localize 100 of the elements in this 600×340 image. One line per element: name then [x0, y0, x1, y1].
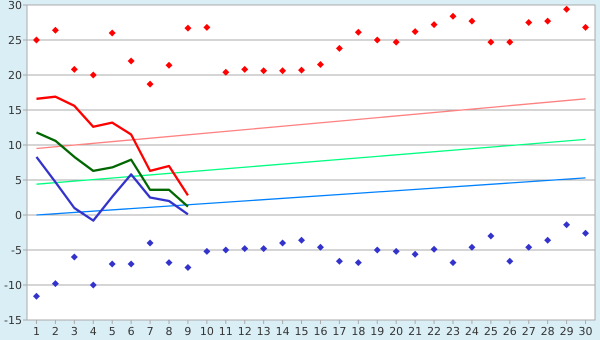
x-tick-label: 14	[276, 325, 290, 338]
y-tick-label: 20	[8, 68, 22, 82]
x-tick-label: 5	[108, 325, 116, 338]
point	[222, 246, 230, 254]
point	[184, 24, 192, 32]
point	[241, 245, 248, 252]
x-tick-label: 9	[184, 325, 192, 338]
point	[90, 282, 97, 288]
point	[203, 24, 210, 31]
point	[392, 248, 400, 255]
x-tick-label: 11	[218, 325, 233, 338]
y-tick-label: 5	[15, 174, 22, 187]
point	[354, 259, 362, 266]
point	[128, 260, 135, 268]
point	[506, 258, 514, 265]
x-tick-label: 25	[484, 325, 498, 338]
point	[582, 24, 590, 31]
point	[487, 38, 494, 46]
line-series	[35, 96, 190, 197]
point	[52, 26, 59, 34]
x-tick-label: 16	[313, 325, 328, 338]
x-tick-label: 1	[32, 325, 40, 338]
point	[468, 244, 476, 251]
point	[260, 67, 268, 74]
x-tick-label: 28	[540, 325, 555, 338]
x-tick-label: 7	[146, 325, 154, 338]
x-tick-label: 23	[446, 325, 460, 338]
point	[354, 28, 362, 36]
x-tick-label: 19	[370, 325, 384, 338]
x-tick-label: 15	[294, 325, 309, 338]
point	[374, 246, 381, 254]
x-tick-label: 27	[522, 325, 536, 338]
x-tick-label: 26	[502, 325, 517, 338]
point	[298, 236, 306, 244]
y-tick-label: 10	[8, 138, 22, 152]
point	[336, 258, 343, 265]
point	[525, 244, 532, 251]
y-tick-label: 15	[8, 104, 22, 117]
point	[203, 248, 210, 255]
point	[108, 30, 116, 36]
x-tick-label: 2	[52, 325, 59, 338]
point	[70, 254, 78, 260]
y-tick-label: 0	[15, 208, 22, 222]
x-tick-label: 18	[351, 325, 366, 338]
point	[544, 18, 552, 25]
point	[260, 245, 268, 252]
point	[279, 67, 286, 74]
point	[32, 36, 40, 44]
x-tick-label: 30	[578, 325, 593, 338]
point	[146, 80, 154, 88]
point	[582, 230, 590, 237]
point	[563, 6, 570, 13]
point	[412, 250, 419, 258]
y-tick-label: 30	[8, 0, 22, 12]
point	[108, 260, 116, 268]
point	[430, 246, 438, 253]
point	[166, 62, 172, 69]
x-tick-label: 29	[560, 325, 574, 338]
point	[316, 61, 324, 68]
point	[563, 221, 570, 228]
point	[374, 36, 381, 44]
point	[184, 264, 192, 271]
y-tick-label: -15	[4, 314, 22, 327]
point	[128, 58, 135, 64]
x-tick-label: 22	[427, 325, 442, 338]
point	[468, 18, 476, 25]
point	[241, 66, 248, 73]
point	[90, 72, 97, 78]
point	[525, 19, 532, 26]
point	[298, 66, 306, 74]
point	[412, 28, 419, 36]
point	[32, 292, 40, 300]
line-series	[35, 131, 190, 208]
x-tick-label: 13	[256, 325, 271, 338]
line-series	[35, 156, 190, 222]
point	[336, 44, 343, 52]
y-tick-label: -10	[4, 278, 22, 292]
x-tick-label: 21	[408, 325, 422, 338]
x-tick-label: 10	[200, 325, 214, 338]
x-tick-label: 8	[166, 325, 172, 338]
x-tick-label: 6	[128, 325, 135, 338]
point	[544, 236, 552, 244]
x-tick-label: 4	[90, 325, 97, 338]
point	[392, 38, 400, 46]
x-tick-label: 20	[389, 325, 404, 338]
y-tick-label: -5	[11, 244, 22, 257]
point	[222, 68, 230, 76]
point	[279, 240, 286, 246]
x-tick-label: 3	[70, 325, 78, 338]
y-tick-label: 25	[8, 34, 22, 47]
x-tick-label: 12	[238, 325, 252, 338]
point	[430, 21, 438, 28]
point	[146, 240, 154, 246]
point	[316, 244, 324, 251]
x-tick-label: 17	[332, 325, 346, 338]
point	[52, 280, 59, 288]
point	[450, 12, 456, 20]
point	[506, 38, 514, 46]
point	[450, 259, 456, 266]
x-tick-label: 24	[464, 325, 479, 338]
